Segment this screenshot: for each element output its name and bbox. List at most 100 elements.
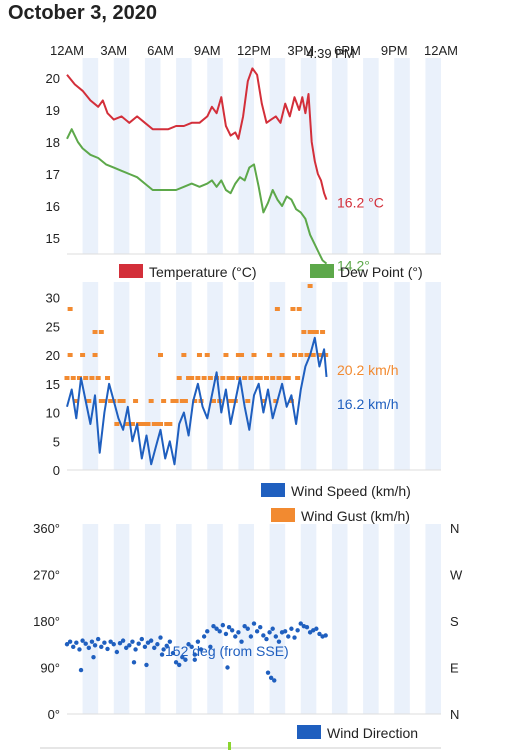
wind-direction-point — [64, 642, 70, 647]
wind-gust-point — [83, 376, 89, 380]
wind-direction-point — [108, 639, 113, 644]
wind-direction-point — [130, 639, 135, 644]
wind-gust-point — [285, 376, 291, 380]
wind-direction-point — [223, 631, 229, 637]
x-tick-label: 9PM — [381, 43, 408, 58]
wind-gust-point — [248, 376, 254, 380]
wind-direction-point — [298, 621, 303, 626]
y-tick-label: 5 — [53, 434, 60, 449]
wind-gust-point — [117, 399, 123, 403]
wind-direction-point — [208, 644, 213, 650]
hour-band — [331, 58, 348, 254]
wind-gust-point — [108, 399, 114, 403]
hour-band — [425, 58, 441, 254]
wind-gust-point — [239, 353, 245, 357]
wind-direction-point — [270, 626, 275, 631]
wind-direction-point — [71, 644, 76, 650]
wind-direction-point — [201, 634, 207, 639]
wind-gust-point — [189, 376, 195, 380]
wind-direction-point — [211, 623, 216, 629]
wind-gust-point — [298, 353, 304, 357]
wind-gust-point — [98, 330, 104, 334]
wind-gust-point — [282, 376, 288, 380]
wind-direction-point — [180, 654, 185, 660]
wind-gust-point — [86, 399, 92, 403]
dew-point-current-label: 14.2° — [337, 258, 370, 274]
wind-gust-point — [276, 376, 282, 380]
hour-band — [363, 524, 379, 714]
hour-band — [331, 282, 348, 470]
wind-gust-point — [307, 330, 313, 334]
wind-gust-point — [95, 376, 101, 380]
dew-point-legend-swatch — [310, 264, 334, 278]
y-tick-label: 25 — [46, 319, 60, 334]
wind-direction-point — [80, 638, 85, 643]
wind-gust-point — [161, 399, 167, 403]
wind-direction-point — [304, 625, 310, 630]
wind-direction-point — [111, 642, 116, 647]
wind-direction-point — [254, 629, 260, 634]
wind-speed-legend-swatch — [261, 483, 285, 497]
wind-direction-point — [67, 639, 73, 644]
wind-direction-point — [91, 654, 96, 660]
wind-direction-point — [239, 639, 244, 644]
temperature-legend-swatch — [119, 264, 143, 278]
wind-gust-point — [123, 422, 129, 426]
wind-gust-point — [173, 399, 179, 403]
wind-gust-point — [133, 399, 139, 403]
wind-direction-point — [89, 639, 95, 644]
y-tick-label: 18 — [46, 135, 60, 150]
hour-band — [331, 524, 348, 714]
wind-direction-point — [183, 657, 188, 662]
hour-band — [425, 282, 441, 470]
wind-direction-point — [242, 623, 247, 629]
wind-gust-point — [181, 353, 187, 357]
y-tick-label: 10 — [46, 406, 60, 421]
wind-direction-point — [292, 635, 297, 640]
wind-direction-point — [124, 645, 129, 651]
wind-gust-point — [279, 353, 285, 357]
wind-direction-point — [282, 629, 288, 634]
wind-direction-point — [99, 644, 104, 650]
wind-direction-point — [276, 639, 282, 644]
y-tick-label: 90° — [40, 661, 60, 676]
chart-marks — [64, 67, 329, 683]
wind-direction-point — [148, 638, 154, 643]
wind-direction-point — [220, 622, 226, 628]
wind-direction-point — [245, 626, 250, 631]
hour-band — [269, 524, 286, 714]
wind-speed-line — [66, 336, 328, 466]
wind-gust-point — [73, 399, 79, 403]
wind-gust-point — [101, 399, 107, 403]
wind-direction-point — [258, 625, 263, 630]
wind-gust-current-label: 20.2 km/h — [337, 362, 398, 378]
wind-direction-point — [229, 628, 235, 633]
wind-direction-point — [265, 670, 271, 675]
wind-direction-point — [155, 642, 160, 647]
wind-gust-point — [89, 376, 95, 380]
hour-band — [363, 282, 379, 470]
y-tick-label: 15 — [46, 231, 60, 246]
wind-direction-point — [173, 660, 179, 665]
wind-direction-point — [77, 647, 82, 652]
wind-direction-point — [289, 626, 294, 631]
hour-band — [144, 58, 161, 254]
wind-gust-point — [167, 422, 173, 426]
wind-gust-point — [274, 307, 280, 311]
wind-direction-point — [127, 643, 132, 648]
wind-gust-point — [142, 422, 148, 426]
wind-direction-point — [307, 630, 313, 635]
wind-gust-point — [67, 307, 73, 311]
wind-direction-point — [186, 642, 191, 647]
y-tick-label: 360° — [33, 521, 60, 536]
wind-gust-point — [251, 353, 257, 357]
wind-direction-point — [117, 641, 123, 646]
hour-band — [207, 524, 223, 714]
wind-gust-point — [192, 399, 198, 403]
wind-direction-point — [225, 665, 230, 670]
wind-gust-point — [235, 376, 241, 380]
wind-gust-point — [170, 399, 176, 403]
wind-gust-point — [70, 376, 76, 380]
wind-gust-legend-label: Wind Gust (km/h) — [301, 508, 410, 524]
